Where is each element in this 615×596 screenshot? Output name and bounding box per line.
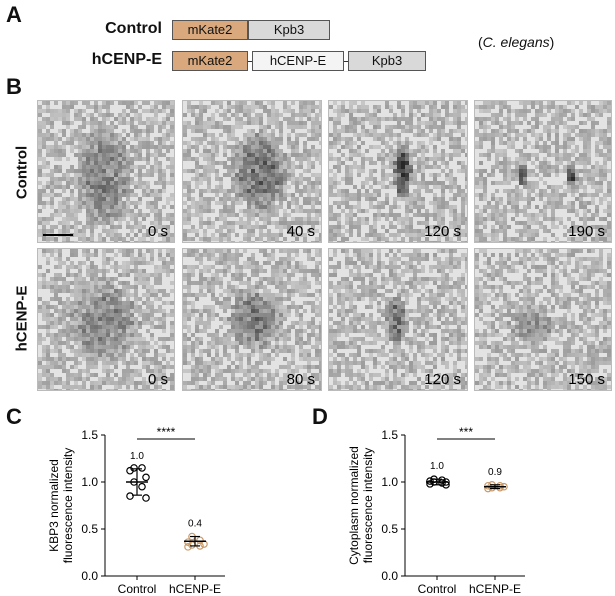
- micrograph-hcenpe-1: 80 s: [182, 248, 322, 391]
- significance-label: ***: [459, 425, 473, 439]
- axes: 0.0 0.5 1.0 1.5 Control hCENP-E: [381, 428, 525, 596]
- series-hCENP-E: 0.4: [184, 519, 208, 551]
- data-point: [438, 476, 446, 484]
- data-point: [126, 492, 134, 500]
- micrograph-image: [183, 101, 321, 242]
- y-tick-label: 1.0: [381, 475, 398, 489]
- data-point: [138, 482, 146, 491]
- control-mkate2-box: mKate2: [172, 20, 248, 40]
- x-tick-label: Control: [418, 582, 457, 596]
- time-label: 80 s: [286, 371, 315, 388]
- mean-label: 0.4: [188, 519, 202, 530]
- data-point: [138, 464, 146, 472]
- significance-label: ****: [157, 425, 176, 439]
- micrograph-hcenpe-2: 120 s: [328, 248, 468, 391]
- micrograph-control-3: 190 s: [474, 100, 612, 243]
- micrograph-image: [475, 249, 611, 390]
- x-tick-label: hCENP-E: [469, 582, 521, 596]
- linker-line-1: [248, 61, 252, 62]
- y-tick-label: 1.5: [81, 428, 98, 442]
- data-point: [126, 466, 134, 475]
- x-tick-label: Control: [118, 582, 157, 596]
- time-label: 150 s: [568, 371, 605, 388]
- panel-label-d: D: [312, 404, 328, 429]
- construct-label-hcenpe: hCENP-E: [91, 51, 162, 68]
- mean-label: 1.0: [130, 451, 144, 462]
- y-axis-label-line: Cytoplasm normalized: [347, 446, 361, 565]
- panel-label-b: B: [6, 74, 22, 99]
- data-point: [426, 477, 434, 485]
- hcenpe-mkate2-box: mKate2: [172, 51, 248, 71]
- micrograph-hcenpe-0: 0 s: [37, 248, 175, 391]
- y-axis-label-line: KBP3 normalized: [47, 459, 61, 552]
- time-label: 40 s: [286, 223, 315, 240]
- micrograph-control-0: 0 s: [37, 100, 175, 243]
- micrograph-hcenpe-3: 150 s: [474, 248, 612, 391]
- micrograph-image: [183, 249, 321, 390]
- chart-c: 0.0 0.5 1.0 1.5 Control hCENP-E KBP3 normalize…: [47, 425, 225, 596]
- micrograph-control-2: 120 s: [328, 100, 468, 243]
- row-label-hcenpe: hCENP-E: [13, 285, 31, 352]
- control-kpb3-box: Kpb3: [248, 20, 330, 40]
- y-axis-label: KBP3 normalizedfluorescence intensity: [47, 448, 75, 563]
- y-tick-label: 0.0: [81, 569, 98, 583]
- y-axis-label-line: fluorescence intensity: [361, 448, 375, 563]
- hcenpe-hcenpe-box: hCENP-E: [252, 51, 344, 71]
- micrograph-image: [475, 101, 611, 242]
- time-label: 120 s: [424, 371, 461, 388]
- x-tick-label: hCENP-E: [169, 582, 221, 596]
- micrograph-image: [38, 249, 174, 390]
- series-hCENP-E: 0.9: [484, 467, 508, 493]
- series-Control: 1.0: [426, 461, 450, 489]
- data-point: [426, 480, 434, 488]
- panel-label-a: A: [6, 2, 22, 27]
- species-name: C. elegans: [482, 34, 550, 50]
- micrograph-image: [38, 101, 174, 242]
- y-tick-label: 0.5: [81, 522, 98, 536]
- time-label: 190 s: [568, 223, 605, 240]
- species-label: (C. elegans): [478, 34, 555, 50]
- y-axis-label: Cytoplasm normalizedfluorescence intensi…: [347, 446, 375, 565]
- hcenpe-kpb3-box: Kpb3: [348, 51, 426, 71]
- time-label: 0 s: [147, 371, 168, 388]
- mean-label: 1.0: [430, 461, 444, 472]
- data-point: [142, 473, 150, 482]
- micrograph-image: [329, 101, 467, 242]
- micrograph-image: [329, 249, 467, 390]
- y-tick-label: 0.5: [381, 522, 398, 536]
- y-axis-label-line: fluorescence intensity: [61, 448, 75, 563]
- y-tick-label: 1.0: [81, 475, 98, 489]
- series-Control: 1.0: [126, 451, 150, 502]
- chart-d: 0.0 0.5 1.0 1.5 Control hCENP-E Cytoplasm norm…: [347, 425, 525, 596]
- construct-label-control: Control: [105, 20, 162, 37]
- axes: 0.0 0.5 1.0 1.5 Control hCENP-E: [81, 428, 225, 596]
- time-label: 120 s: [424, 223, 461, 240]
- panel-label-c: C: [6, 404, 22, 429]
- linker-line-2: [344, 61, 348, 62]
- y-tick-label: 0.0: [381, 569, 398, 583]
- data-point: [184, 543, 192, 551]
- mean-label: 0.9: [488, 467, 502, 478]
- scale-bar: [43, 234, 73, 236]
- row-label-control: Control: [13, 145, 31, 200]
- y-tick-label: 1.5: [381, 428, 398, 442]
- data-point: [484, 481, 492, 490]
- micrograph-control-1: 40 s: [182, 100, 322, 243]
- data-point: [142, 494, 150, 502]
- time-label: 0 s: [147, 223, 168, 240]
